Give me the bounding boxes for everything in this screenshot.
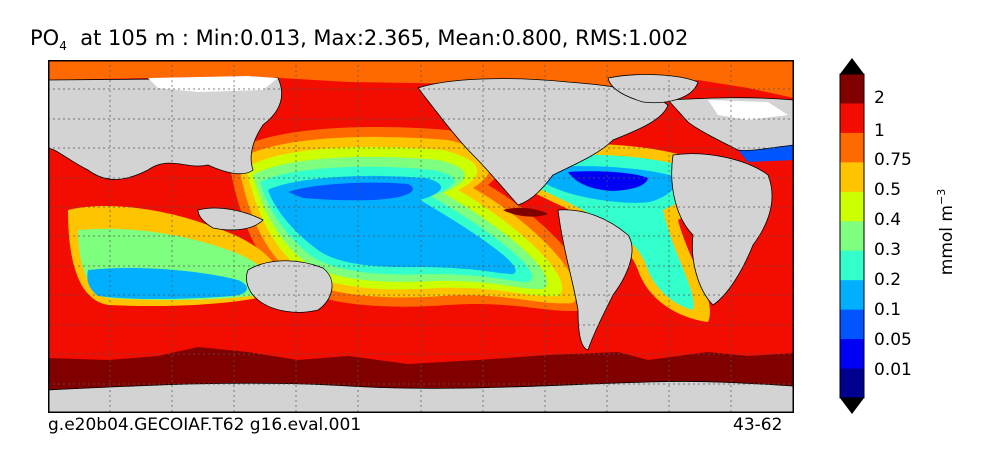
colorbar-swatch <box>840 250 864 281</box>
pacific-layer-005 <box>288 182 413 201</box>
land <box>48 74 794 413</box>
colorbar-tick-label: 0.05 <box>874 330 912 350</box>
title-suffix: at 105 m : Min:0.013, Max:2.365, Mean:0.… <box>66 26 689 50</box>
global-phosphate-map <box>48 60 794 413</box>
north-america <box>417 78 669 206</box>
eurasia <box>48 77 794 180</box>
south-america <box>557 209 633 351</box>
run-name: g.e20b04.GECOIAF.T62 g16.eval.001 <box>48 415 362 435</box>
year-range: 43-62 <box>733 415 783 435</box>
title-prefix: PO <box>30 26 60 50</box>
colorbar-swatch <box>840 191 864 222</box>
colorbar-tick-label: 1 <box>874 121 885 141</box>
title-subscript: 4 <box>59 39 67 54</box>
australia <box>246 260 333 313</box>
units-base: mmol m <box>936 205 957 276</box>
colorbar-extend-min <box>840 398 864 414</box>
colorbar-swatch <box>840 132 864 163</box>
colorbar-tick-label: 0.01 <box>874 360 912 380</box>
antarctica <box>48 381 794 413</box>
colorbar-tick-label: 0.1 <box>874 300 902 320</box>
colorbar-tick-label: 0.75 <box>874 150 912 170</box>
maritime-continent <box>197 207 264 231</box>
colorbar-swatch <box>840 103 864 134</box>
indian-layer-01 <box>87 268 248 299</box>
arctic-ice-west <box>148 76 278 92</box>
colorbar-swatch <box>840 339 864 370</box>
colorbar-swatch <box>840 368 864 399</box>
colorbar <box>839 58 865 414</box>
equatorial-pacific-maxima <box>503 207 548 217</box>
colorbar-swatch <box>840 74 864 104</box>
colorbar-tick-label: 0.5 <box>874 180 902 200</box>
pacific-layer-01 <box>268 175 516 274</box>
colorbar-tick-label: 0.4 <box>874 210 902 230</box>
sea-ice <box>148 76 788 120</box>
arctic-band <box>48 60 794 98</box>
colorbar-swatch <box>840 309 864 340</box>
graticule <box>48 60 794 413</box>
colorbar-swatch <box>840 221 864 252</box>
colorbar-swatch <box>840 280 864 311</box>
greenland <box>607 74 699 104</box>
colorbar-extend-max <box>840 58 864 74</box>
colorbar-swatch <box>840 162 864 193</box>
colorbar-tick-label: 0.3 <box>874 240 902 260</box>
map-title: PO4 at 105 m : Min:0.013, Max:2.365, Mea… <box>30 26 688 53</box>
atlantic-layer-001 <box>568 171 648 191</box>
colorbar-tick-label: 2 <box>874 88 885 108</box>
colorbar-tick-label: 0.2 <box>874 270 902 290</box>
colorbar-units-label: mmol m−3 <box>935 189 957 275</box>
colorbar-frame <box>839 73 865 399</box>
arctic-ice-east <box>708 100 788 120</box>
units-exponent: −3 <box>935 188 949 205</box>
africa <box>671 153 773 306</box>
map-frame <box>48 60 794 413</box>
